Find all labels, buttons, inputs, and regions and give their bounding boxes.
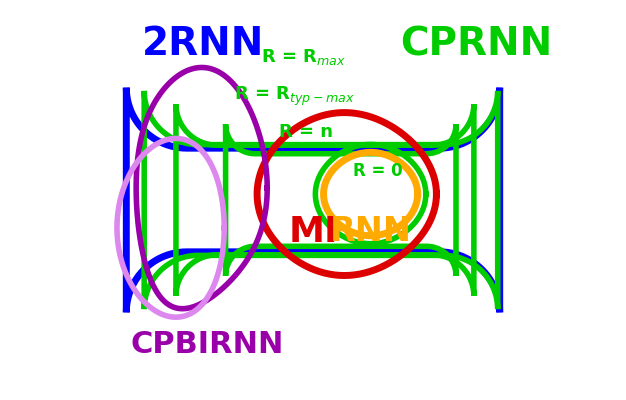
Text: CPRNN: CPRNN [401,25,553,63]
Text: RNN: RNN [330,215,412,248]
Text: 2RNN: 2RNN [142,25,265,63]
Text: R = R$_{typ-max}$: R = R$_{typ-max}$ [233,85,354,108]
Text: R = R$_{max}$: R = R$_{max}$ [262,47,346,67]
Text: R = n: R = n [279,122,333,140]
Text: CPBIRNN: CPBIRNN [130,330,284,359]
Text: R = 0: R = 0 [352,162,403,180]
Text: MI: MI [288,215,338,249]
